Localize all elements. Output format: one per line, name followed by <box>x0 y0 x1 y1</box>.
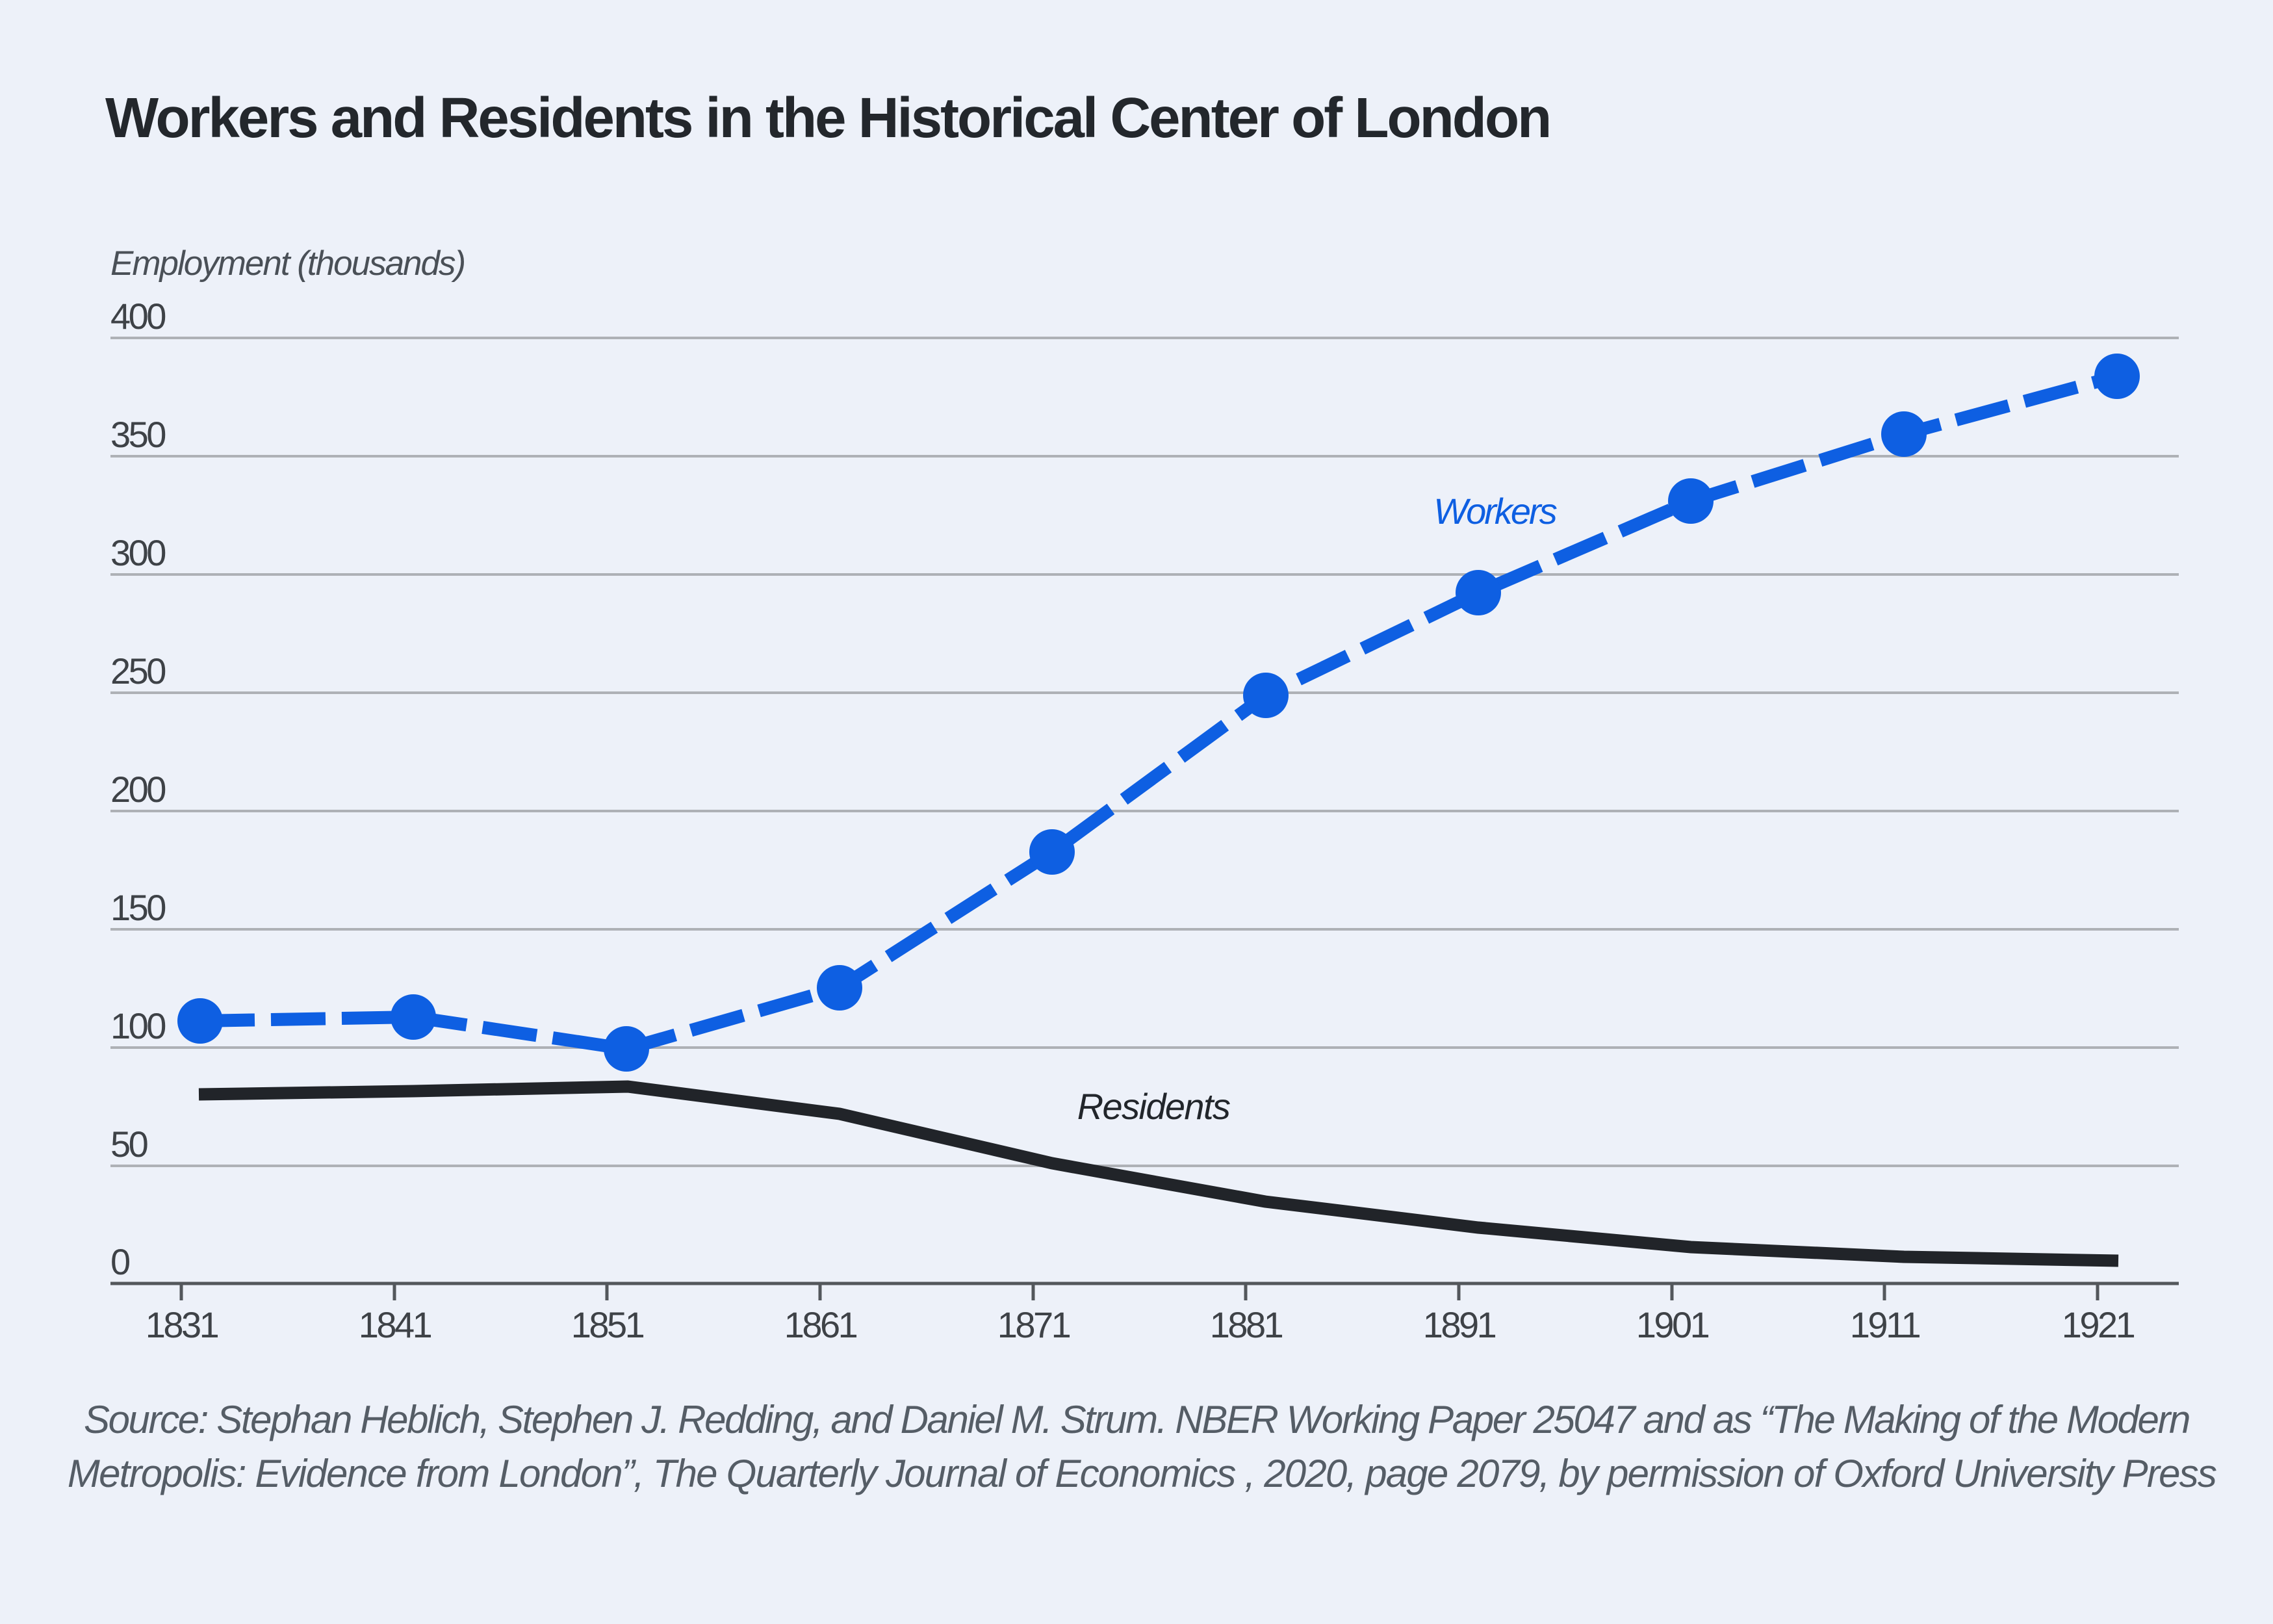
svg-text:1911: 1911 <box>1850 1304 1920 1345</box>
svg-text:0: 0 <box>110 1241 129 1282</box>
svg-text:100: 100 <box>110 1005 165 1046</box>
svg-text:200: 200 <box>110 769 165 810</box>
svg-text:Employment (thousands): Employment (thousands) <box>110 244 465 283</box>
svg-text:Metropolis: Evidence from Lond: Metropolis: Evidence from London”, The Q… <box>68 1452 2216 1495</box>
svg-text:Workers and Residents in the H: Workers and Residents in the Historical … <box>105 86 1550 149</box>
svg-text:1861: 1861 <box>784 1304 857 1345</box>
svg-text:50: 50 <box>110 1124 148 1165</box>
svg-text:400: 400 <box>110 296 165 337</box>
svg-text:1871: 1871 <box>997 1304 1070 1345</box>
svg-text:300: 300 <box>110 532 165 573</box>
svg-text:350: 350 <box>110 414 165 455</box>
svg-text:1921: 1921 <box>2062 1304 2135 1345</box>
svg-text:Workers: Workers <box>1433 491 1556 532</box>
svg-text:1831: 1831 <box>146 1304 218 1345</box>
svg-text:Residents: Residents <box>1077 1086 1230 1127</box>
svg-text:250: 250 <box>110 651 165 691</box>
svg-text:150: 150 <box>110 887 165 928</box>
svg-text:1841: 1841 <box>359 1304 431 1345</box>
svg-text:1901: 1901 <box>1636 1304 1709 1345</box>
svg-text:1891: 1891 <box>1423 1304 1496 1345</box>
svg-text:Source: Stephan Heblich, Steph: Source: Stephan Heblich, Stephen J. Redd… <box>84 1398 2189 1441</box>
svg-text:1851: 1851 <box>571 1304 644 1345</box>
svg-text:1881: 1881 <box>1210 1304 1283 1345</box>
